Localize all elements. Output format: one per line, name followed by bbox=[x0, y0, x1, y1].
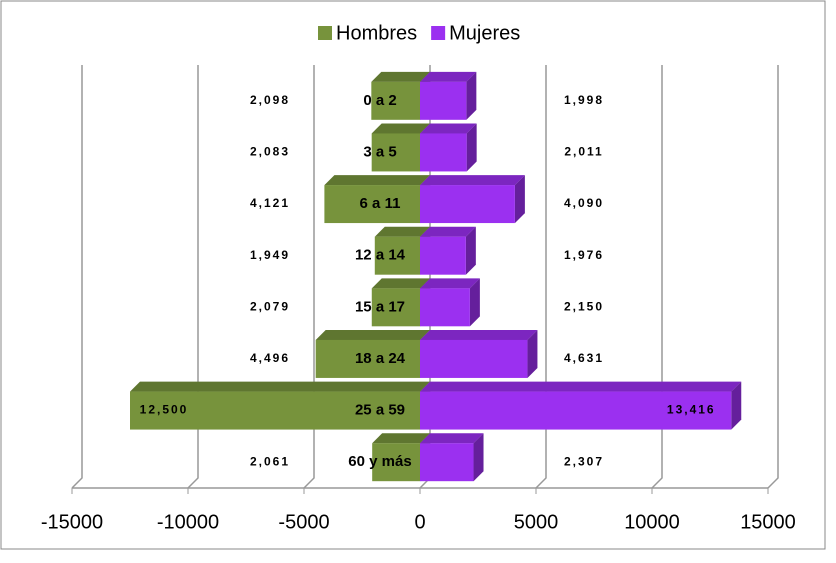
bar-top bbox=[324, 175, 430, 186]
value-label: 2,061 bbox=[250, 454, 290, 468]
bar-front bbox=[372, 443, 420, 482]
category-label: 0 a 2 bbox=[363, 92, 396, 109]
bar-top bbox=[371, 123, 430, 134]
value-label: 4,631 bbox=[564, 351, 604, 365]
grid-line bbox=[303, 65, 315, 489]
bar-side bbox=[466, 123, 477, 172]
bar-side bbox=[469, 278, 480, 327]
category-label: 25 a 59 bbox=[355, 402, 405, 419]
bar-top bbox=[420, 175, 525, 186]
bar-top bbox=[371, 278, 430, 289]
category-label: 6 a 11 bbox=[360, 195, 401, 212]
category-label: 18 a 24 bbox=[355, 350, 406, 367]
bar-top bbox=[420, 123, 477, 134]
bar bbox=[420, 226, 476, 275]
legend-label: Hombres bbox=[336, 22, 417, 44]
value-label: 1,976 bbox=[564, 248, 604, 262]
value-label: 1,998 bbox=[564, 93, 604, 107]
bar-top bbox=[420, 329, 538, 340]
bar-side bbox=[473, 433, 484, 482]
bar-front bbox=[420, 81, 467, 120]
legend-label: Mujeres bbox=[449, 22, 520, 44]
grid-line bbox=[71, 65, 83, 489]
category-label: 3 a 5 bbox=[363, 143, 396, 160]
bar-top bbox=[371, 71, 430, 82]
bar-front bbox=[371, 288, 420, 327]
bar-front bbox=[324, 185, 420, 224]
x-tick-label: -10000 bbox=[157, 511, 219, 533]
x-tick-label: 0 bbox=[414, 511, 425, 533]
bar-front bbox=[420, 236, 466, 275]
bar-front bbox=[420, 133, 467, 172]
value-label: 4,496 bbox=[250, 351, 290, 365]
x-tick-label: -5000 bbox=[278, 511, 329, 533]
grid-line bbox=[651, 65, 663, 489]
bar-front bbox=[420, 339, 528, 378]
bar-side bbox=[527, 329, 538, 378]
bar-side bbox=[465, 226, 476, 275]
bar-side bbox=[466, 71, 477, 120]
bar bbox=[315, 329, 430, 378]
bar-front bbox=[130, 391, 420, 430]
bar-side bbox=[731, 381, 742, 430]
bar bbox=[420, 278, 480, 327]
bar-top bbox=[374, 226, 430, 237]
bar-front bbox=[420, 185, 515, 224]
value-label: 2,098 bbox=[250, 93, 290, 107]
bar-top bbox=[130, 381, 430, 392]
value-label: 2,011 bbox=[564, 145, 603, 159]
bar-top bbox=[420, 71, 477, 82]
grid-line bbox=[767, 65, 779, 489]
bar bbox=[420, 71, 477, 120]
bar bbox=[420, 433, 484, 482]
bar-front bbox=[374, 236, 420, 275]
x-tick-label: -15000 bbox=[41, 511, 103, 533]
bar-top bbox=[420, 381, 742, 392]
x-tick-label: 10000 bbox=[624, 511, 680, 533]
value-label: 2,150 bbox=[564, 299, 604, 313]
bar-side bbox=[514, 175, 525, 224]
bar-top bbox=[372, 433, 430, 444]
value-label: 2,079 bbox=[250, 299, 290, 313]
category-label: 15 a 17 bbox=[355, 298, 405, 315]
value-label: 13,416 bbox=[667, 403, 716, 417]
bar bbox=[420, 329, 538, 378]
bar-front bbox=[315, 339, 420, 378]
bar-top bbox=[420, 278, 480, 289]
x-tick-label: 5000 bbox=[514, 511, 559, 533]
bar bbox=[420, 381, 742, 430]
value-label: 12,500 bbox=[140, 403, 189, 417]
legend-swatch bbox=[431, 26, 446, 40]
bar bbox=[420, 175, 525, 224]
x-tick-label: 15000 bbox=[740, 511, 796, 533]
bar-top bbox=[420, 226, 476, 237]
bar bbox=[420, 123, 477, 172]
grid-line bbox=[535, 65, 547, 489]
bar-front bbox=[420, 391, 732, 430]
legend-swatch bbox=[318, 26, 332, 40]
value-label: 2,307 bbox=[564, 454, 604, 468]
bar-top bbox=[315, 329, 430, 340]
value-label: 4,090 bbox=[564, 196, 604, 210]
bar-front bbox=[371, 133, 420, 172]
bar-front bbox=[420, 443, 474, 482]
value-label: 1,949 bbox=[250, 248, 290, 262]
value-label: 2,083 bbox=[250, 145, 290, 159]
grid-line bbox=[187, 65, 199, 489]
value-label: 4,121 bbox=[250, 196, 290, 210]
category-label: 12 a 14 bbox=[355, 247, 406, 264]
bar-front bbox=[371, 81, 420, 120]
bar-front bbox=[420, 288, 470, 327]
bar-top bbox=[420, 433, 484, 444]
category-label: 60 y más bbox=[348, 453, 411, 470]
